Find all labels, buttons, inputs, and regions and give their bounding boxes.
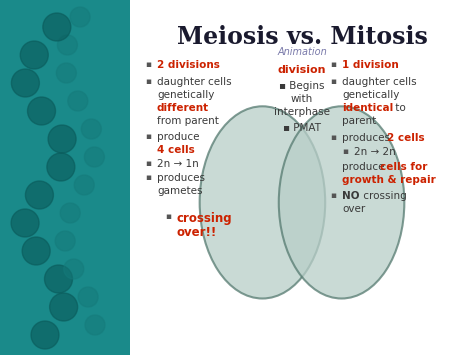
Ellipse shape (200, 106, 325, 299)
Circle shape (20, 41, 48, 69)
Text: 2n → 2n: 2n → 2n (354, 147, 396, 157)
Circle shape (48, 125, 76, 153)
Text: ▪: ▪ (145, 132, 151, 141)
Circle shape (78, 287, 98, 307)
Text: ▪: ▪ (330, 133, 336, 142)
Circle shape (47, 153, 75, 181)
Circle shape (68, 91, 88, 111)
Circle shape (11, 69, 39, 97)
Circle shape (60, 203, 80, 223)
Text: ▪: ▪ (145, 159, 151, 168)
Text: to: to (392, 103, 406, 113)
Text: ▪: ▪ (330, 60, 336, 69)
Text: different: different (157, 103, 209, 113)
Text: 2 divisions: 2 divisions (157, 60, 220, 70)
Circle shape (56, 63, 76, 83)
Circle shape (74, 175, 94, 195)
Bar (130, 0, 474, 355)
Circle shape (26, 181, 54, 209)
Text: ▪: ▪ (145, 60, 151, 69)
Text: growth & repair: growth & repair (342, 175, 436, 185)
Text: daughter cells: daughter cells (157, 77, 232, 87)
Text: ▪: ▪ (145, 173, 151, 182)
Text: 2 cells: 2 cells (387, 133, 425, 143)
Text: Animation: Animation (277, 47, 327, 57)
Text: ▪: ▪ (165, 212, 171, 221)
Text: genetically: genetically (157, 90, 214, 100)
Text: produce: produce (157, 132, 200, 142)
Text: 2n → 1n: 2n → 1n (157, 159, 199, 169)
Text: genetically: genetically (342, 90, 400, 100)
Circle shape (57, 35, 77, 55)
Bar (0, 0, 474, 15)
Bar (0, 0, 130, 355)
Text: over: over (342, 204, 365, 214)
Circle shape (70, 7, 90, 27)
Text: produces: produces (342, 133, 393, 143)
Circle shape (84, 147, 104, 167)
Text: ▪ Begins: ▪ Begins (279, 81, 325, 91)
Text: from parent: from parent (157, 116, 219, 126)
Text: identical: identical (342, 103, 393, 113)
Circle shape (43, 13, 71, 41)
Circle shape (82, 119, 101, 139)
Text: over!!: over!! (177, 226, 217, 239)
Text: ▪: ▪ (342, 147, 348, 156)
Ellipse shape (279, 106, 404, 299)
Text: interphase: interphase (274, 107, 330, 117)
Text: 1 division: 1 division (342, 60, 399, 70)
Text: crossing: crossing (360, 191, 407, 201)
Circle shape (85, 315, 105, 335)
Text: daughter cells: daughter cells (342, 77, 417, 87)
Circle shape (45, 265, 73, 293)
Text: Meiosis vs. Mitosis: Meiosis vs. Mitosis (176, 25, 428, 49)
Text: produces: produces (157, 173, 205, 183)
Circle shape (64, 259, 84, 279)
Circle shape (22, 237, 50, 265)
Text: ▪: ▪ (330, 191, 336, 200)
Circle shape (55, 231, 75, 251)
Text: produce: produce (342, 162, 388, 172)
Text: ▪ PMAT: ▪ PMAT (283, 123, 321, 133)
Text: ▪: ▪ (330, 77, 336, 86)
Text: cells for: cells for (380, 162, 428, 172)
Text: gametes: gametes (157, 186, 202, 196)
Text: ▪: ▪ (145, 77, 151, 86)
Text: with: with (291, 94, 313, 104)
Text: crossing: crossing (177, 212, 233, 225)
Circle shape (11, 209, 39, 237)
Circle shape (27, 97, 55, 125)
Text: division: division (278, 65, 326, 75)
Circle shape (50, 293, 78, 321)
Circle shape (31, 321, 59, 349)
Text: parent: parent (342, 116, 376, 126)
Text: NO: NO (342, 191, 359, 201)
Text: 4 cells: 4 cells (157, 145, 195, 155)
